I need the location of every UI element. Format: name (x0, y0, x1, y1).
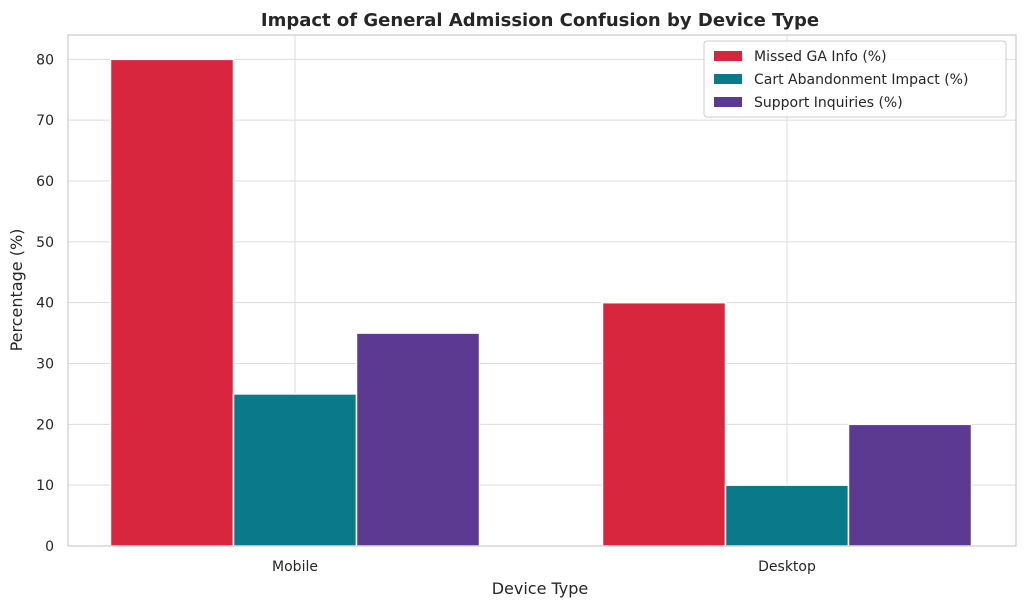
y-axis-ticks: 0 10 20 30 40 50 60 70 80 (36, 52, 54, 555)
bar-mobile-1 (109, 58, 235, 547)
bar-mobile-2 (232, 393, 358, 547)
plot-frame (67, 34, 1017, 547)
y-tick-label: 50 (36, 235, 54, 251)
x-axis-ticks: Mobile Desktop (272, 559, 816, 575)
y-tick-label: 40 (36, 296, 54, 312)
chart-title: Impact of General Admission Confusion by… (261, 10, 819, 31)
bar-mobile-3 (355, 332, 481, 547)
legend-box (703, 40, 1007, 118)
legend: Missed GA Info (%) Cart Abandonment Impac… (703, 40, 1007, 118)
bar-desktop-3 (847, 423, 973, 547)
x-axis-label: Device Type (492, 579, 589, 598)
bar-desktop-1 (601, 301, 727, 547)
y-tick-label: 30 (36, 357, 54, 373)
legend-swatch (714, 51, 742, 61)
y-tick-label: 20 (36, 417, 54, 433)
bars (109, 58, 973, 547)
y-tick-label: 80 (36, 52, 54, 68)
legend-swatch (714, 74, 742, 84)
y-axis-label: Percentage (%) (7, 229, 26, 352)
legend-swatch (714, 97, 742, 107)
bar-desktop-2 (724, 484, 850, 547)
y-tick-label: 10 (36, 478, 54, 494)
x-tick-label: Desktop (758, 559, 816, 575)
x-tick-label: Mobile (272, 559, 318, 575)
y-tick-label: 60 (36, 174, 54, 190)
legend-label: Support Inquiries (%) (754, 95, 903, 111)
legend-label: Cart Abandonment Impact (%) (754, 72, 968, 88)
legend-label: Missed GA Info (%) (754, 49, 887, 65)
y-tick-label: 0 (45, 539, 54, 555)
y-tick-label: 70 (36, 113, 54, 129)
